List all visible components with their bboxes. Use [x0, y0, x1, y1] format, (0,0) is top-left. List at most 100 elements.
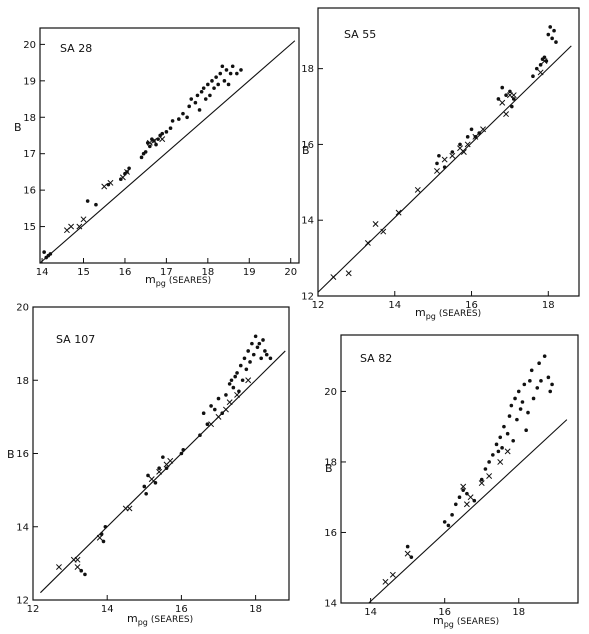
cross-stroke	[457, 145, 463, 152]
cross-stroke	[541, 58, 548, 65]
one-to-one-line	[39, 40, 296, 264]
x-axis-label-sub: pg	[444, 620, 454, 629]
data-point-dot	[142, 484, 147, 489]
y-tick-label: 16	[23, 186, 36, 197]
data-point-dot	[85, 199, 90, 203]
one-to-one-line	[40, 350, 286, 594]
panel-sa55: SA 55 B mpg (SEARES) 12 14 16 18 12 14 16 18	[301, 7, 580, 321]
data-point-dot	[240, 378, 245, 383]
data-point-dot	[127, 166, 131, 171]
x-axis-label-main: m	[415, 306, 426, 319]
data-point-cross	[151, 137, 157, 144]
data-point-dot	[193, 100, 198, 105]
data-point-dot	[189, 97, 194, 101]
data-point-dot	[216, 82, 220, 87]
data-point-dot	[144, 491, 148, 496]
data-point-dot	[511, 97, 516, 101]
cross-stroke	[380, 228, 387, 235]
data-point-dot	[491, 453, 495, 457]
y-tick-label: 14	[301, 216, 314, 227]
data-point-dot	[197, 108, 202, 112]
data-point-cross	[96, 534, 103, 541]
cross-stroke	[107, 179, 114, 186]
cross-stroke	[404, 550, 411, 557]
data-point-cross	[222, 406, 229, 413]
data-point-dot	[181, 448, 186, 452]
cross-stroke	[124, 168, 130, 175]
data-point-dot	[83, 572, 87, 577]
data-point-dot	[520, 400, 525, 404]
cross-stroke	[372, 221, 379, 227]
x-axis-label-sub: pg	[156, 279, 166, 288]
data-point-dot	[154, 142, 158, 147]
data-point-dot	[515, 417, 519, 422]
cross-stroke	[364, 239, 371, 246]
y-tick-label: 19	[23, 76, 36, 87]
x-axis-label-sub: pg	[426, 312, 436, 321]
data-point-dot	[477, 131, 482, 135]
cross-stroke	[464, 141, 471, 148]
y-tick-label: 14	[16, 522, 29, 533]
data-point-dot	[181, 111, 185, 116]
data-point-dot	[268, 356, 273, 361]
x-tick-label: 18	[201, 267, 214, 278]
plot-frame	[317, 7, 580, 297]
data-point-dot	[554, 40, 558, 44]
data-point-dot	[160, 131, 165, 136]
data-point-dot	[161, 455, 165, 459]
data-point-dot	[548, 25, 553, 29]
data-point-dot	[179, 451, 184, 456]
data-point-dot	[185, 115, 189, 120]
cross-stroke	[467, 494, 474, 501]
data-point-cross	[463, 501, 470, 508]
data-point-cross	[504, 448, 511, 455]
data-point-cross	[449, 152, 456, 159]
data-point-dot	[548, 389, 553, 394]
data-point-cross	[330, 274, 337, 281]
cross-stroke	[414, 186, 421, 193]
data-point-dot	[156, 137, 160, 141]
data-point-cross	[226, 399, 233, 406]
data-point-cross	[404, 550, 411, 557]
x-tick-label: 12	[27, 604, 40, 615]
cross-stroke	[56, 564, 62, 570]
data-point-dot	[224, 393, 228, 397]
data-point-cross	[167, 457, 174, 464]
x-tick-label: 12	[312, 300, 325, 311]
x-axis-label-suffix: (SEARES)	[439, 309, 481, 319]
data-point-dot	[231, 385, 236, 390]
data-point-dot	[229, 378, 234, 383]
panel-sa28: SA 28 B mpg (SEARES) 14 15 16 17 18 19 20 15 16 17…	[14, 27, 300, 288]
data-point-dot	[177, 117, 181, 121]
x-axis-label: mpg (SEARES)	[433, 614, 499, 629]
cross-stroke	[245, 377, 252, 384]
data-point-dot	[157, 466, 161, 470]
cross-stroke	[434, 167, 440, 174]
data-point-dot	[469, 127, 474, 132]
cross-stroke	[215, 413, 222, 420]
data-point-dot	[212, 86, 216, 90]
data-point-dot	[446, 523, 451, 528]
plot-frame	[340, 334, 579, 604]
cross-stroke	[159, 136, 166, 143]
x-tick-label: 14	[364, 607, 377, 618]
y-axis-label: B	[7, 448, 15, 461]
data-point-dot	[496, 449, 501, 454]
cross-stroke	[497, 458, 504, 465]
data-point-dot	[552, 28, 556, 33]
x-tick-label: 14	[388, 300, 401, 311]
data-point-cross	[101, 183, 108, 190]
data-point-dot	[450, 513, 454, 517]
data-point-cross	[372, 221, 379, 227]
x-axis-label-suffix: (SEARES)	[457, 617, 499, 627]
cross-stroke	[226, 399, 233, 406]
data-point-dot	[209, 404, 213, 408]
data-point-dot	[201, 411, 206, 416]
data-point-dot	[187, 104, 191, 109]
data-point-dot	[220, 64, 225, 69]
data-point-cross	[497, 458, 504, 465]
data-point-cross	[460, 483, 467, 490]
data-point-dot	[546, 32, 551, 37]
data-point-cross	[80, 216, 87, 223]
data-point-cross	[480, 126, 486, 133]
